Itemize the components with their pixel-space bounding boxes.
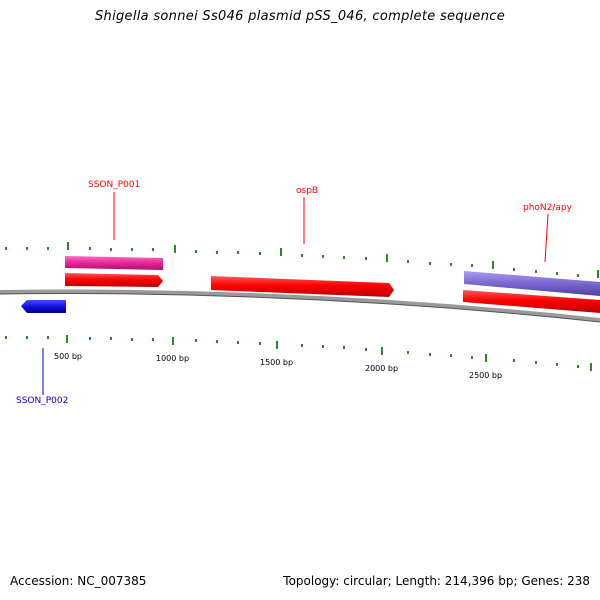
accession-text: Accession: NC_007385 [10,574,147,588]
sequence-backbone-shadow [0,293,600,323]
upper-ticks [5,242,599,278]
page-title: Shigella sonnei Ss046 plasmid pSS_046, c… [94,9,506,24]
cds-sson-p001[interactable] [65,273,163,287]
lower-ticks [5,335,592,371]
scale-label-1000: 1000 bp [156,354,189,363]
gene-label-sson-p001[interactable]: SSON_P001 [88,180,140,190]
scale-label-2000: 2000 bp [365,364,398,373]
sequence-backbone [0,289,600,322]
cds-ospb[interactable] [211,276,394,297]
gene-phon2-apy[interactable] [464,271,600,296]
topology-summary: Topology: circular; Length: 214,396 bp; … [283,574,590,588]
scale-label-2500: 2500 bp [469,371,502,380]
gene-label-sson-p002[interactable]: SSON_P002 [16,396,68,406]
gene-label-phon2-apy[interactable]: phoN2/apy [523,203,573,213]
gene-sson-p001[interactable] [65,256,163,270]
cds-sson-p002[interactable] [21,300,66,313]
scale-label-500: 500 bp [54,352,82,361]
scale-label-1500: 1500 bp [260,358,293,367]
leader-line-phon2-apy [544,213,549,263]
cds-phon2-apy[interactable] [463,290,600,313]
gene-label-ospb[interactable]: ospB [296,186,318,196]
